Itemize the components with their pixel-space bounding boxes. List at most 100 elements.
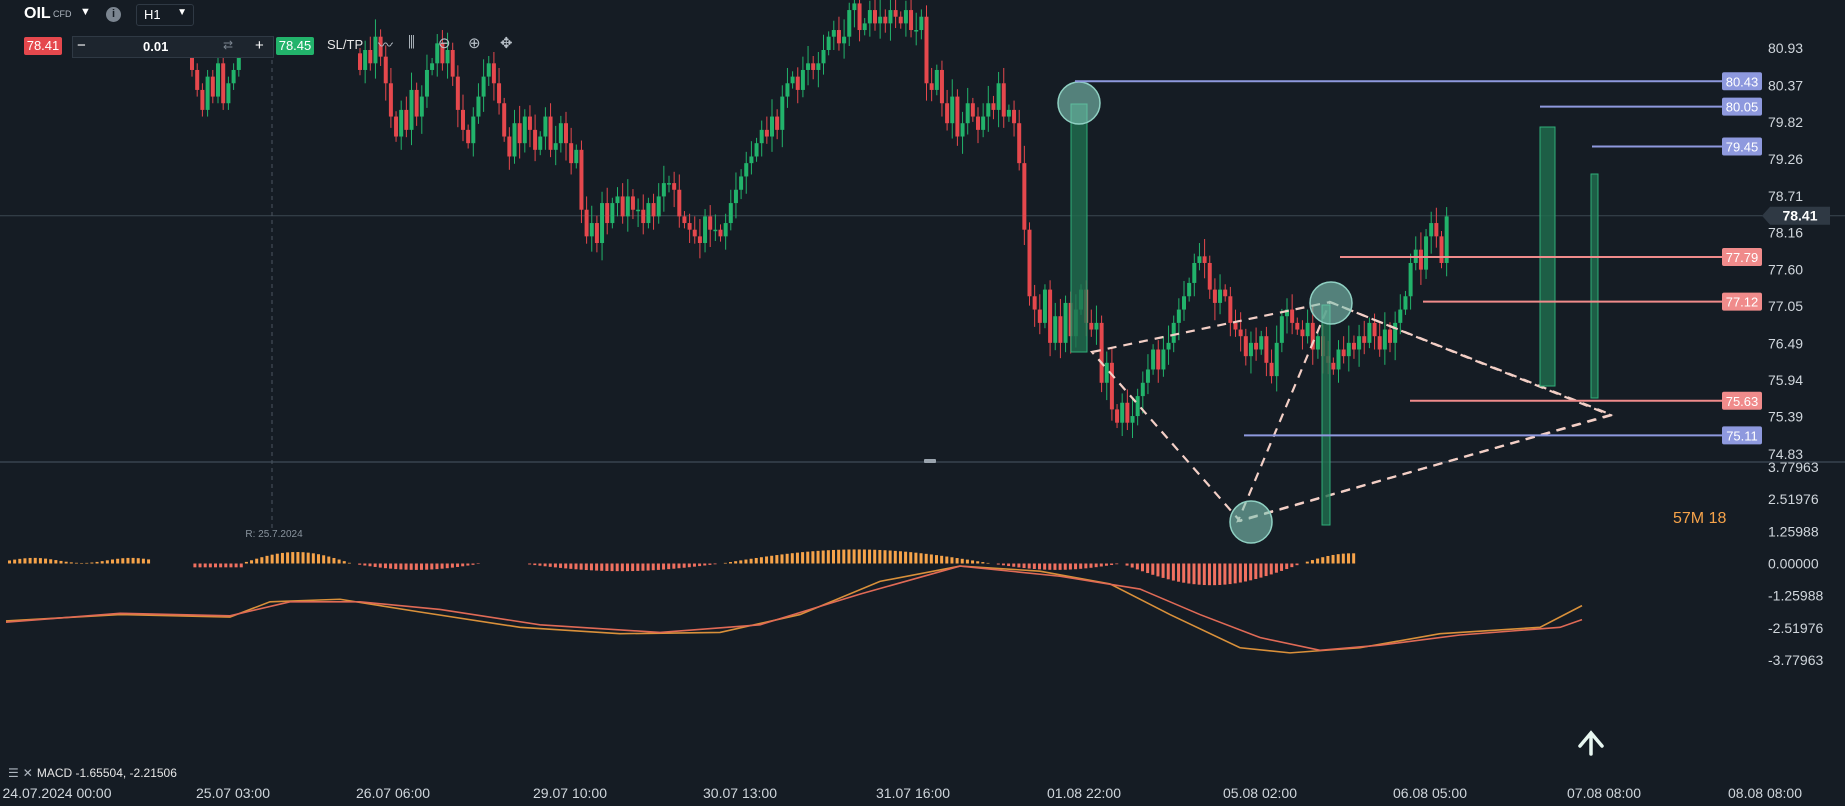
macd-histogram-bar bbox=[198, 563, 202, 568]
macd-histogram-bar bbox=[8, 560, 11, 564]
macd-histogram-bar bbox=[1218, 563, 1222, 585]
macd-histogram-bar bbox=[147, 559, 151, 564]
macd-histogram-bar bbox=[404, 563, 408, 570]
candle-body bbox=[836, 30, 841, 44]
candle-body bbox=[945, 103, 950, 124]
candle-body bbox=[517, 123, 522, 144]
buy-button[interactable]: 78.45 bbox=[276, 37, 314, 55]
macd-histogram-bar bbox=[1161, 563, 1165, 578]
macd-histogram-bar bbox=[466, 563, 470, 566]
sell-button[interactable]: 78.41 bbox=[24, 37, 62, 55]
candle-body bbox=[739, 176, 744, 190]
candle-body bbox=[1058, 316, 1063, 343]
macd-histogram-bar bbox=[1079, 563, 1083, 569]
macd-histogram-bar bbox=[471, 563, 475, 565]
candle-body bbox=[594, 223, 599, 244]
macd-histogram-bar bbox=[368, 563, 372, 567]
macd-histogram-bar bbox=[1043, 563, 1047, 570]
macd-histogram-bar bbox=[394, 563, 398, 570]
macd-histogram-bar bbox=[270, 554, 274, 564]
candle-body bbox=[1099, 322, 1104, 383]
macd-histogram-bar bbox=[996, 563, 1000, 565]
quantity-stepper[interactable]: − 0.01 ⇄ + bbox=[72, 36, 274, 58]
candle-body bbox=[1346, 342, 1351, 357]
macd-histogram-bar bbox=[1017, 563, 1021, 568]
time-axis-tick: 01.08 22:00 bbox=[1047, 785, 1121, 801]
candle-body bbox=[759, 129, 764, 144]
candle-body bbox=[466, 129, 471, 144]
macd-histogram-bar bbox=[986, 562, 990, 564]
candle-body bbox=[1145, 369, 1150, 383]
candle-body bbox=[811, 63, 816, 70]
timeframe-select[interactable]: H1 ▼ bbox=[136, 4, 194, 26]
macd-histogram-bar bbox=[1089, 563, 1093, 568]
macd-histogram-bar bbox=[780, 554, 784, 564]
candle-body bbox=[703, 216, 708, 244]
move-crosshair-icon[interactable]: ✥ bbox=[500, 35, 513, 52]
sltp-button[interactable]: SL/TP bbox=[327, 37, 364, 52]
candle-body bbox=[1315, 336, 1320, 350]
macd-histogram-bar bbox=[1269, 563, 1273, 575]
macd-histogram-bar bbox=[615, 563, 619, 572]
macd-histogram-bar bbox=[574, 563, 578, 570]
decrease-button[interactable]: − bbox=[77, 37, 86, 54]
candle-body bbox=[1182, 296, 1186, 310]
candle-body bbox=[1006, 109, 1011, 117]
zoom-out-icon[interactable]: ⊖ bbox=[438, 35, 451, 52]
macd-histogram-bar bbox=[667, 563, 671, 570]
line-chart-icon[interactable]: 〰 bbox=[378, 37, 394, 54]
macd-histogram-bar bbox=[754, 557, 758, 564]
candle-body bbox=[857, 3, 862, 31]
candle-body bbox=[205, 76, 210, 110]
macd-histogram-bar bbox=[1187, 563, 1191, 584]
macd-histogram-bar bbox=[548, 563, 552, 567]
macd-histogram-bar bbox=[1156, 563, 1160, 577]
replay-icon[interactable]: ⇄ bbox=[223, 38, 234, 52]
macd-histogram-bar bbox=[250, 560, 254, 564]
info-icon[interactable]: i bbox=[106, 7, 121, 22]
pane-resize-handle[interactable] bbox=[924, 459, 936, 463]
quantity-value[interactable]: 0.01 bbox=[143, 39, 169, 54]
macd-settings-icon[interactable]: ☰ bbox=[8, 766, 19, 780]
macd-histogram-bar bbox=[1264, 563, 1268, 577]
dropdown-caret-icon[interactable]: ▼ bbox=[80, 6, 91, 18]
candle-body bbox=[939, 69, 944, 104]
time-axis-tick: 06.08 05:00 bbox=[1393, 785, 1467, 801]
increase-button[interactable]: + bbox=[255, 37, 264, 54]
symbol-label[interactable]: OIL bbox=[24, 5, 51, 22]
candle-body bbox=[1022, 163, 1027, 230]
candle-body bbox=[764, 129, 769, 137]
candle-body bbox=[620, 196, 625, 217]
macd-histogram-bar bbox=[311, 553, 315, 564]
price-level-label: 79.45 bbox=[1726, 140, 1759, 155]
macd-histogram-bar bbox=[219, 563, 223, 568]
candle-body bbox=[600, 203, 605, 244]
candle-body bbox=[1120, 402, 1125, 423]
candle-body bbox=[610, 203, 615, 224]
macd-histogram-bar bbox=[131, 557, 135, 564]
macd-histogram-bar bbox=[414, 563, 418, 570]
zoom-in-icon[interactable]: ⊕ bbox=[468, 35, 481, 52]
candle-body bbox=[231, 69, 236, 84]
macd-value-label: MACD -1.65504, -2.21506 bbox=[36, 766, 177, 780]
candle-body bbox=[1161, 349, 1166, 370]
candle-body bbox=[672, 183, 677, 190]
macd-histogram-bar bbox=[1135, 563, 1139, 570]
macd-histogram-bar bbox=[692, 563, 696, 567]
candle-body bbox=[404, 109, 409, 130]
macd-histogram-bar bbox=[456, 563, 460, 567]
close-icon[interactable]: ✕ bbox=[22, 766, 33, 780]
price-level-badge bbox=[1722, 391, 1762, 410]
candle-body bbox=[625, 196, 630, 217]
macd-histogram-bar bbox=[893, 550, 897, 564]
candle-body bbox=[713, 229, 718, 232]
macd-histogram-bar bbox=[965, 559, 969, 564]
symbol-type-label: CFD bbox=[53, 9, 72, 19]
candles-icon[interactable]: ⫼ bbox=[408, 34, 415, 51]
highlight-circle bbox=[1309, 281, 1353, 325]
candle-body bbox=[770, 116, 774, 137]
macd-histogram-bar bbox=[976, 561, 980, 564]
macd-histogram-bar bbox=[244, 561, 248, 564]
macd-histogram-bar bbox=[801, 552, 805, 564]
